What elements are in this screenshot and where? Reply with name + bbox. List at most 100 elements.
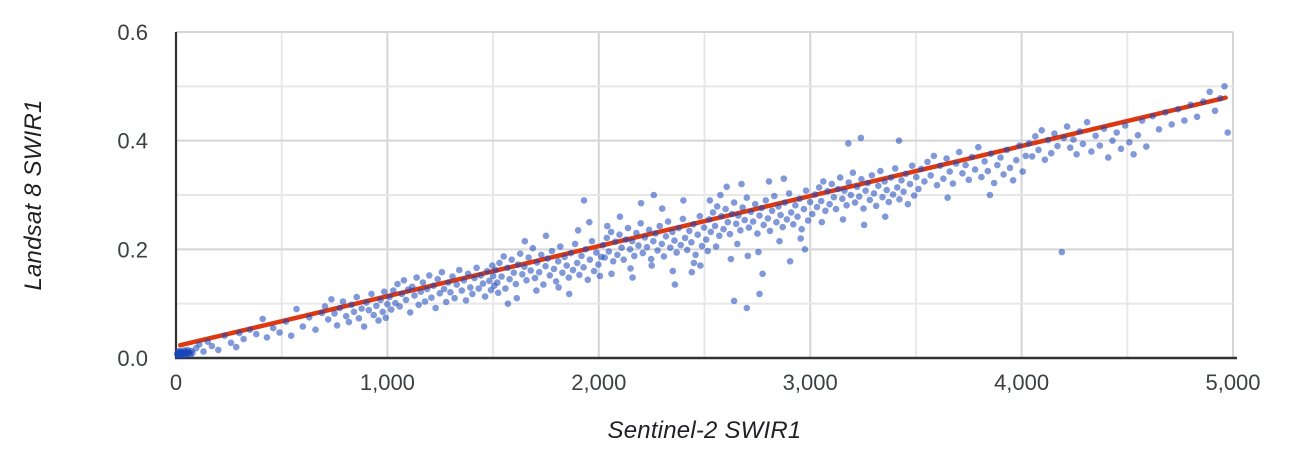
scatter-point [521,237,529,245]
scatter-point [1013,156,1020,164]
scatter-point [1221,83,1228,90]
scatter-point [462,297,470,304]
scatter-point [513,294,521,302]
scatter-point [943,155,950,162]
scatter-point [755,248,762,256]
scatter-point [671,281,679,288]
scatter-point [1019,168,1026,175]
scatter-point [456,266,463,274]
scatter-point [944,194,951,201]
scatter-point [535,268,543,276]
scatter-point [756,290,763,298]
scatter-point [768,207,776,215]
scatter-point [818,218,826,226]
scatter-point [858,175,865,183]
scatter-point [971,166,979,173]
scatter-point [542,232,550,240]
scatter-point [696,212,704,220]
scatter-point [510,269,518,277]
scatter-point [612,238,619,245]
scatter-point [423,285,431,293]
scatter-point [342,312,350,320]
scatter-point [686,227,693,235]
scatter-point [728,210,736,218]
scatter-point [706,197,714,204]
scatter-point [894,184,901,191]
scatter-point [445,279,452,286]
scatter-point [377,296,384,304]
scatter-point [500,253,508,260]
scatter-point [607,228,615,236]
x-tick-label: 5,000 [1205,370,1260,395]
scatter-point [531,274,539,282]
scatter-point [521,263,528,271]
scatter-point [820,178,827,185]
scatter-point [688,268,696,276]
scatter-point [949,180,957,187]
scatter-point [994,161,1001,169]
scatter-point [236,329,243,337]
scatter-point [305,314,313,321]
scatter-point [917,165,925,173]
scatter-point [639,249,647,257]
scatter-point [860,205,867,212]
scatter-point [189,349,196,357]
scatter-point [565,290,573,298]
scatter-point [771,192,778,200]
scatter-point [576,271,583,279]
scatter-point [1079,140,1087,148]
scatter-point [525,254,532,261]
scatter-point [709,209,717,216]
scatter-point [1193,113,1201,121]
scatter-point [1200,98,1207,105]
scatter-point [1083,118,1091,126]
scatter-point [552,278,560,285]
scatter-point [645,226,653,234]
scatter-point [978,173,985,181]
scatter-point [379,308,387,316]
scatter-point [641,234,649,241]
scatter-point [546,272,554,279]
scatter-point [830,193,838,201]
scatter-point [363,299,370,306]
scatter-point [373,302,380,310]
scatter-point [324,316,332,323]
scatter-point [796,195,803,203]
scatter-point [737,227,744,234]
scatter-point [348,301,355,309]
scatter-point [365,306,373,314]
scatter-point [475,285,483,292]
scatter-point [469,290,476,298]
scatter-point [605,248,613,255]
scatter-point [328,296,335,303]
scatter-point [896,196,903,203]
scatter-point [790,221,797,228]
scatter-point [669,228,676,236]
scatter-point [486,277,493,285]
scatter-point [447,289,454,296]
scatter-point [839,216,847,223]
scatter-point [826,200,833,208]
scatter-point [787,209,795,216]
scatter-point [483,267,491,275]
scatter-point [694,231,701,238]
scatter-point [762,197,770,204]
scatter-point [529,244,537,252]
scatter-point [519,271,526,278]
scatter-point [1032,133,1039,140]
scatter-point [870,190,878,197]
scatter-point [204,338,211,346]
scatter-point [458,287,466,294]
scatter-point [981,158,988,165]
scatter-point [321,303,329,310]
scatter-point [508,256,515,264]
scatter-point [744,252,752,260]
scatter-point [662,233,670,240]
scatter-point [299,323,307,330]
scatter-point [834,185,842,193]
scatter-point [643,243,651,251]
scatter-point [1063,123,1071,130]
scatter-point [593,249,600,256]
scatter-point [368,290,375,298]
